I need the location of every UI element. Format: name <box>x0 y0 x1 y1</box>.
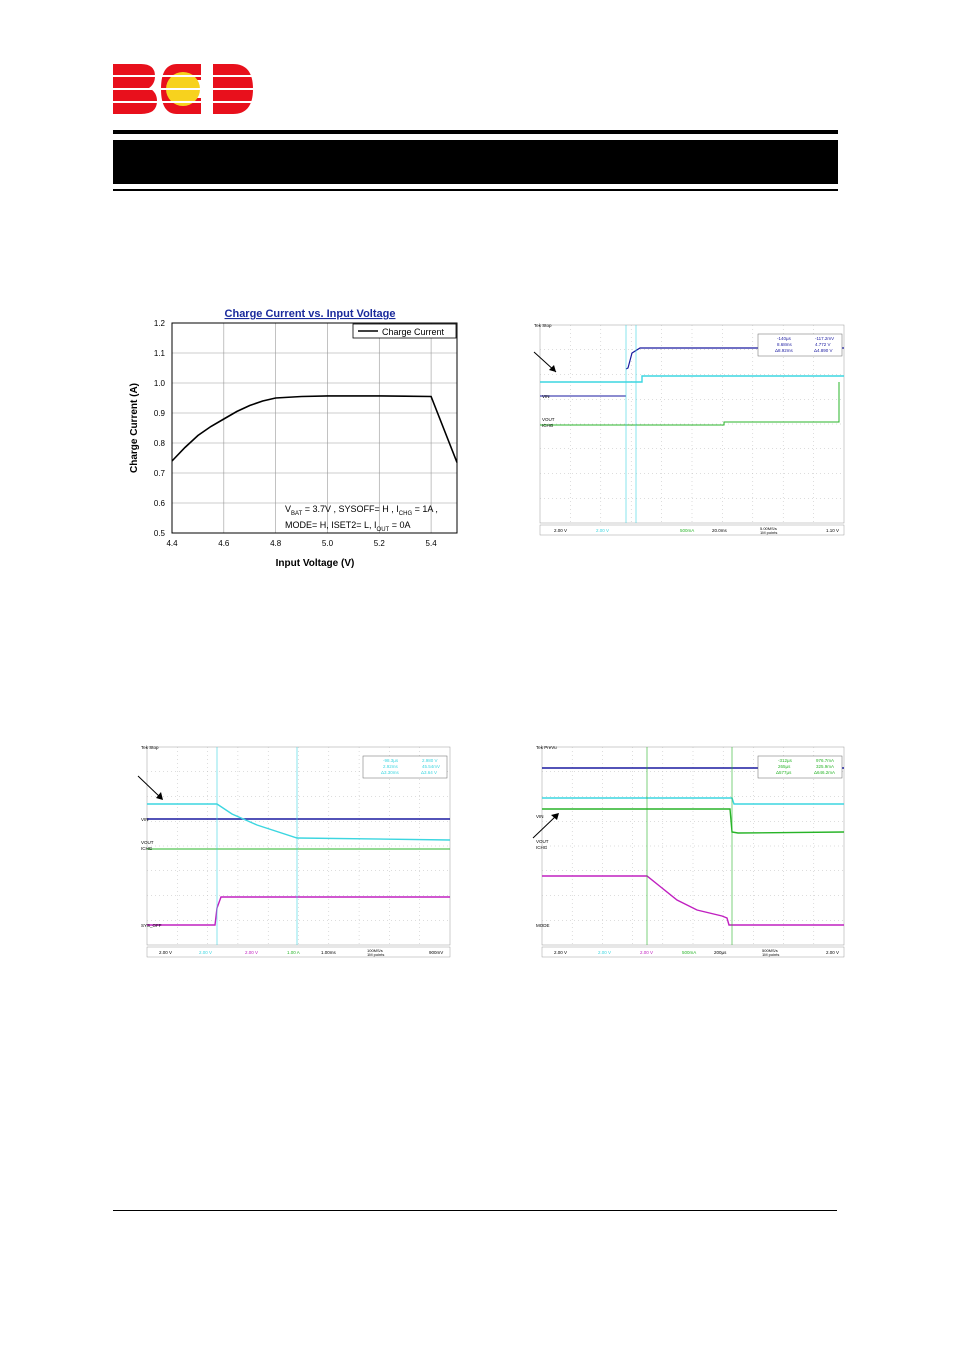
vout-trace <box>147 803 451 841</box>
svg-text:5.00MS/s: 5.00MS/s <box>760 526 777 531</box>
svg-text:2.00 V: 2.00 V <box>199 950 212 955</box>
x-tick-label: 4.8 <box>270 539 282 548</box>
svg-text:2.00 V: 2.00 V <box>554 950 567 955</box>
scope-capture-sysoff: Tek Stop -98.3µs 2.980 V 2.92ms 45.54mV … <box>137 745 451 958</box>
svg-text:1.10 V: 1.10 V <box>826 528 839 533</box>
svg-text:VIN: VIN <box>141 817 149 822</box>
trace-label: VIN <box>542 394 550 399</box>
svg-text:ICHG: ICHG <box>141 846 153 851</box>
svg-text:2.00 V: 2.00 V <box>640 950 653 955</box>
svg-text:200µs: 200µs <box>714 950 727 955</box>
scope-status: Tek Stop <box>141 745 159 750</box>
vout-trace <box>540 375 844 383</box>
svg-text:500MS/s: 500MS/s <box>762 948 778 953</box>
header-rule-top <box>113 130 838 134</box>
mode-trace <box>542 875 844 926</box>
arrow <box>137 775 162 799</box>
ichg-trace <box>540 382 840 426</box>
svg-text:2.00 V: 2.00 V <box>826 950 839 955</box>
svg-text:-312µs: -312µs <box>778 758 793 763</box>
svg-text:8.68ms: 8.68ms <box>777 342 793 347</box>
svg-text:4.772 V: 4.772 V <box>815 342 831 347</box>
svg-text:900mV: 900mV <box>429 950 443 955</box>
svg-text:2.00 V: 2.00 V <box>596 528 609 533</box>
scope-capture-vin-startup: Tek Stop -140µs -117.2mV 8.68ms 4.772 V … <box>533 323 845 536</box>
chart-grid <box>171 322 457 534</box>
cursor-readout <box>362 755 448 779</box>
svg-text:1.00ms: 1.00ms <box>321 950 337 955</box>
scope-status: Tek PreVu <box>536 745 557 750</box>
footer-rule <box>113 1210 837 1211</box>
svg-text:MODE: MODE <box>536 923 550 928</box>
svg-text:Δ3.30ms: Δ3.30ms <box>381 770 400 775</box>
svg-text:VIN: VIN <box>536 814 544 819</box>
cursor-readout <box>757 333 843 357</box>
vin-trace-rise <box>625 347 844 370</box>
svg-text:SYS_OFF: SYS_OFF <box>141 923 162 928</box>
svg-text:VOUT: VOUT <box>141 840 154 845</box>
svg-text:Δ577µs: Δ577µs <box>776 770 792 775</box>
x-tick-label: 5.4 <box>426 539 438 548</box>
y-tick-label: 1.1 <box>154 349 166 358</box>
annotation-line-2: MODE= H, ISET2= L, IOUT = 0A <box>285 520 410 533</box>
trace-label: ICHG <box>542 423 554 428</box>
scope-status: Tek Stop <box>534 323 552 328</box>
x-tick-label: 5.2 <box>374 539 386 548</box>
svg-text:Δ4.890 V: Δ4.890 V <box>814 348 833 353</box>
svg-text:Δ646.2mA: Δ646.2mA <box>814 770 835 775</box>
svg-text:2.980 V: 2.980 V <box>422 758 438 763</box>
svg-text:1M points: 1M points <box>367 952 384 957</box>
chart-title: Charge Current vs. Input Voltage <box>225 308 396 320</box>
svg-text:500mA: 500mA <box>682 950 696 955</box>
legend-label: Charge Current <box>382 327 445 337</box>
x-tick-label: 4.4 <box>166 539 178 548</box>
x-tick-label: 4.6 <box>218 539 230 548</box>
svg-text:2.00 V: 2.00 V <box>598 950 611 955</box>
svg-text:500mA: 500mA <box>680 528 694 533</box>
y-tick-label: 0.7 <box>154 469 166 478</box>
y-tick-label: 0.5 <box>154 529 166 538</box>
arrow <box>532 815 557 839</box>
trace-label: VOUT <box>542 417 555 422</box>
y-tick-label: 0.6 <box>154 499 166 508</box>
chart-legend: Charge Current <box>352 323 457 339</box>
plot-frame <box>171 322 458 534</box>
svg-text:Δ8.92ms: Δ8.92ms <box>775 348 794 353</box>
svg-text:1.00 A: 1.00 A <box>287 950 300 955</box>
svg-text:20.0ms: 20.0ms <box>712 528 728 533</box>
y-tick-label: 1.0 <box>154 379 166 388</box>
x-tick-label: 5.0 <box>322 539 334 548</box>
svg-text:VOUT: VOUT <box>536 839 549 844</box>
y-tick-label: 1.2 <box>154 319 166 328</box>
svg-text:-117.2mV: -117.2mV <box>815 336 834 341</box>
svg-text:1M points: 1M points <box>762 952 779 957</box>
svg-text:-98.3µs: -98.3µs <box>383 758 399 763</box>
series-line <box>171 395 458 463</box>
svg-text:ICHG: ICHG <box>536 845 548 850</box>
cursor-readout <box>757 755 843 779</box>
annotation-line-1: VBAT = 3.7V , SYSOFF= H , ICHG = 1A , <box>285 504 438 517</box>
header-banner <box>113 140 838 184</box>
svg-text:1M points: 1M points <box>760 530 777 535</box>
svg-text:2.92ms: 2.92ms <box>383 764 399 769</box>
svg-text:Δ3.64 V: Δ3.64 V <box>421 770 437 775</box>
company-logo <box>113 64 253 114</box>
y-tick-label: 0.9 <box>154 409 166 418</box>
svg-text:265µs: 265µs <box>778 764 791 769</box>
x-axis-label: Input Voltage (V) <box>276 558 355 569</box>
vout-trace <box>542 797 844 805</box>
svg-text:2.00 V: 2.00 V <box>159 950 172 955</box>
svg-text:976.7mA: 976.7mA <box>816 758 834 763</box>
header-rule-bottom <box>113 189 838 191</box>
y-tick-label: 0.8 <box>154 439 166 448</box>
y-axis-label: Charge Current (A) <box>129 383 140 473</box>
svg-text:100MS/s: 100MS/s <box>367 948 383 953</box>
charge-current-chart: Charge Current vs. Input Voltage 0.5 0.6 0… <box>129 308 458 569</box>
scope-capture-mode: Tek PreVu -312µs 976.7mA 265µs 325.9mA Δ… <box>532 745 845 958</box>
svg-text:2.00 V: 2.00 V <box>554 528 567 533</box>
svg-text:45.54mV: 45.54mV <box>422 764 440 769</box>
svg-text:-140µs: -140µs <box>777 336 792 341</box>
svg-text:2.00 V: 2.00 V <box>245 950 258 955</box>
svg-text:325.9mA: 325.9mA <box>816 764 834 769</box>
